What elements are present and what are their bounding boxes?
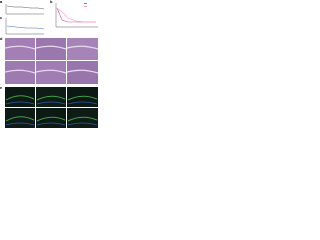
panel-label: c [0,15,3,20]
page: a b c d e (() => { const [0,0,100,131]
panel-b-chart [55,3,98,28]
panel-label: a [0,0,3,4]
panel-label: e [0,85,3,90]
panel-a-chart [5,4,45,15]
histology-grid [4,38,99,84]
fluorescence-grid [5,87,98,128]
panel-label: d [0,36,3,41]
panel-c-chart [5,18,45,35]
panel-label: b [50,0,53,4]
figure: a b c d e [0,0,99,128]
